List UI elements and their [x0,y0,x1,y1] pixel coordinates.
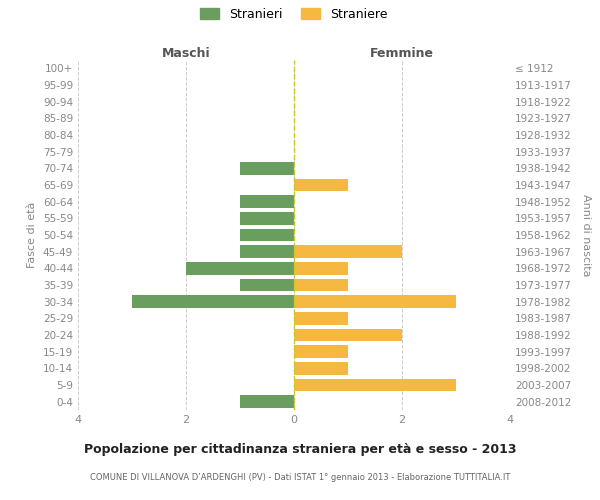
Bar [240,212,294,224]
Text: COMUNE DI VILLANOVA D’ARDENGHI (PV) - Dati ISTAT 1° gennaio 2013 - Elaborazione : COMUNE DI VILLANOVA D’ARDENGHI (PV) - Da… [90,472,510,482]
Bar [240,246,294,258]
Y-axis label: Fasce di età: Fasce di età [28,202,37,268]
Bar [294,379,456,391]
Bar [294,296,456,308]
Bar [294,346,348,358]
Bar [240,396,294,408]
Bar [294,179,348,191]
Bar [240,279,294,291]
Bar [132,296,294,308]
Bar [240,196,294,208]
Text: Femmine: Femmine [370,47,434,60]
Bar [240,162,294,174]
Bar [240,229,294,241]
Bar [294,246,402,258]
Bar [294,329,402,341]
Y-axis label: Anni di nascita: Anni di nascita [581,194,591,276]
Bar [294,279,348,291]
Bar [294,362,348,374]
Text: Popolazione per cittadinanza straniera per età e sesso - 2013: Popolazione per cittadinanza straniera p… [84,442,516,456]
Bar [294,312,348,324]
Legend: Stranieri, Straniere: Stranieri, Straniere [196,3,392,26]
Bar [186,262,294,274]
Text: Maschi: Maschi [161,47,211,60]
Bar [294,262,348,274]
